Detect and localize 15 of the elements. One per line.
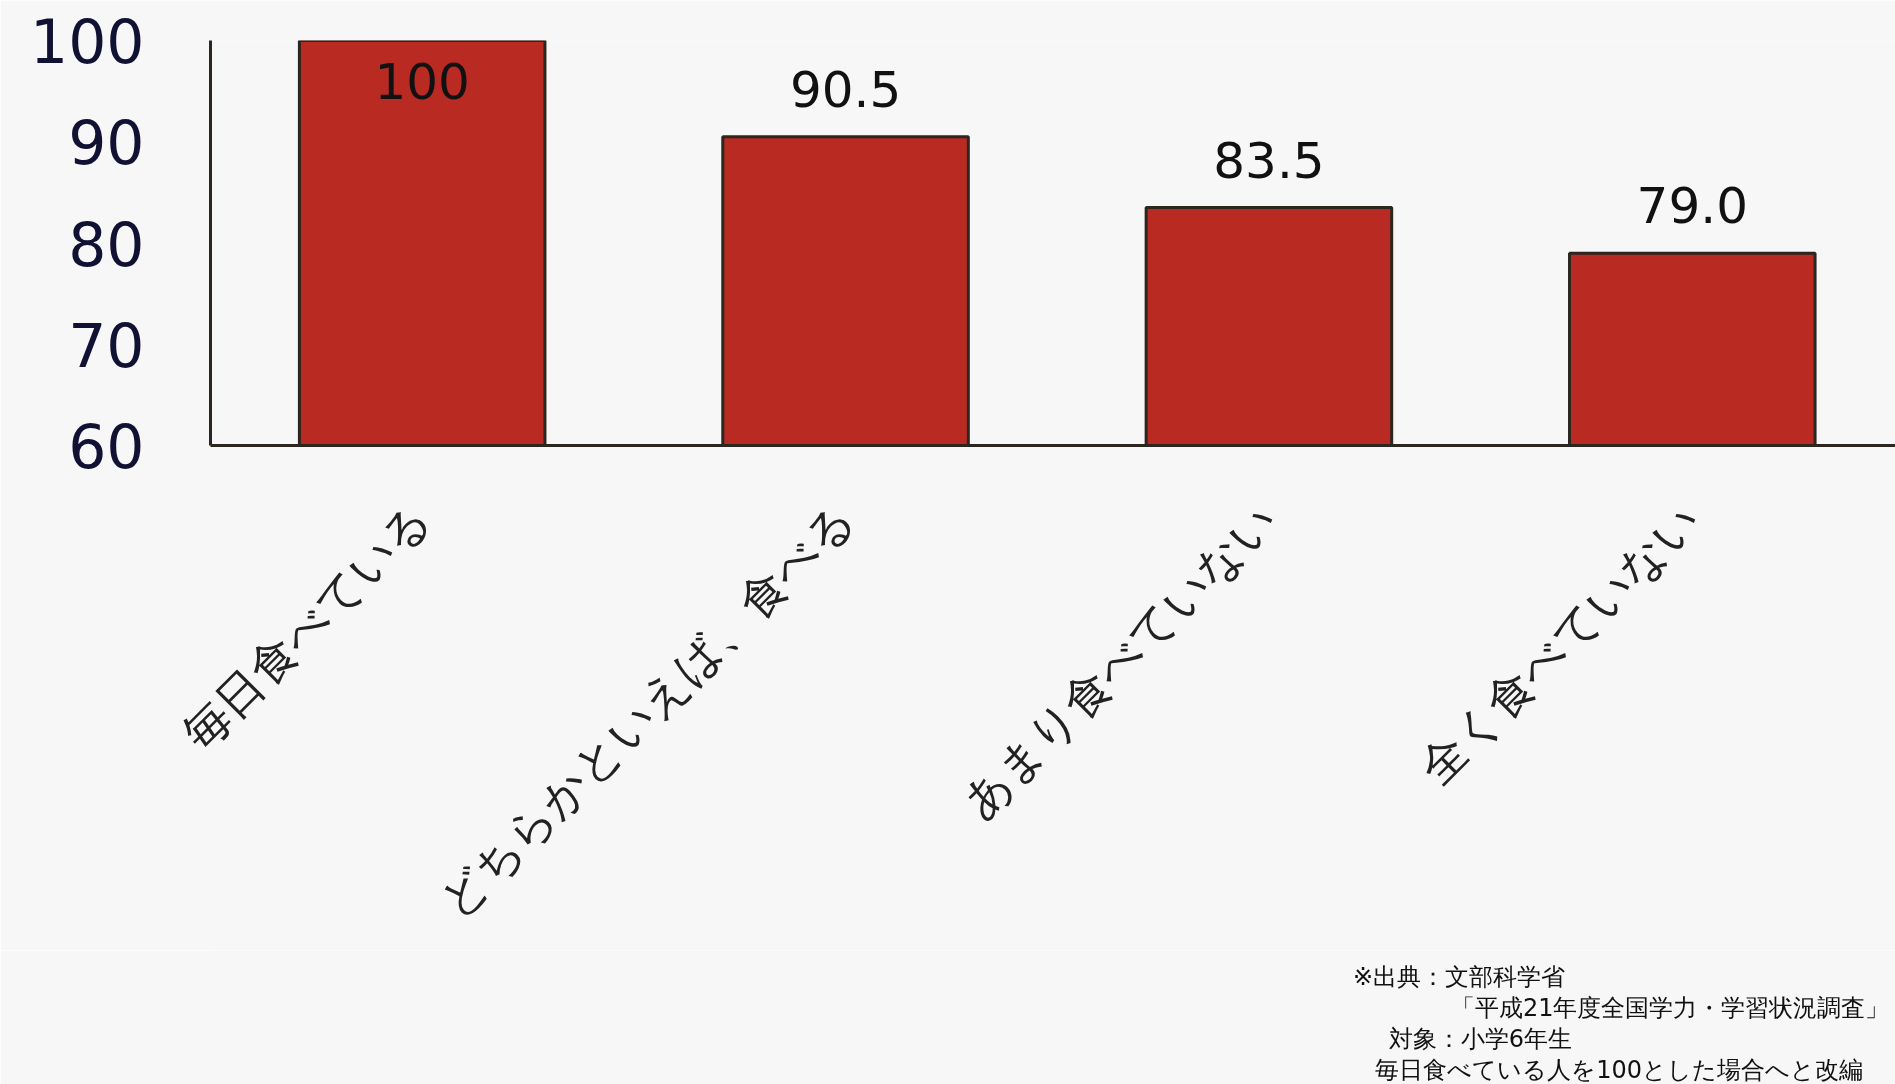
y-tick-label: 70 (68, 310, 145, 381)
text: ※出典：文部科学省 (1353, 962, 1566, 991)
y-tick-label: 100 (29, 7, 145, 77)
data-label: 79.0 (1636, 177, 1748, 236)
text: 毎日食べている人を100とした場合へと改編 (1375, 1055, 1864, 1084)
y-tick-label: 80 (68, 209, 145, 280)
text: 対象：小学6年生 (1388, 1024, 1572, 1053)
data-label: 83.5 (1213, 131, 1325, 190)
text: 「平成21年度全国学力・学習状況調査」 (1450, 993, 1890, 1022)
x-tick-label: 全く食べていない (1408, 492, 1712, 796)
x-tick-label: あまり食べていない (951, 492, 1289, 829)
data-label: 100 (374, 52, 470, 111)
y-tick-label: 90 (68, 108, 145, 179)
y-tick-label: 60 (68, 412, 145, 482)
data-label: 90.5 (789, 60, 902, 119)
